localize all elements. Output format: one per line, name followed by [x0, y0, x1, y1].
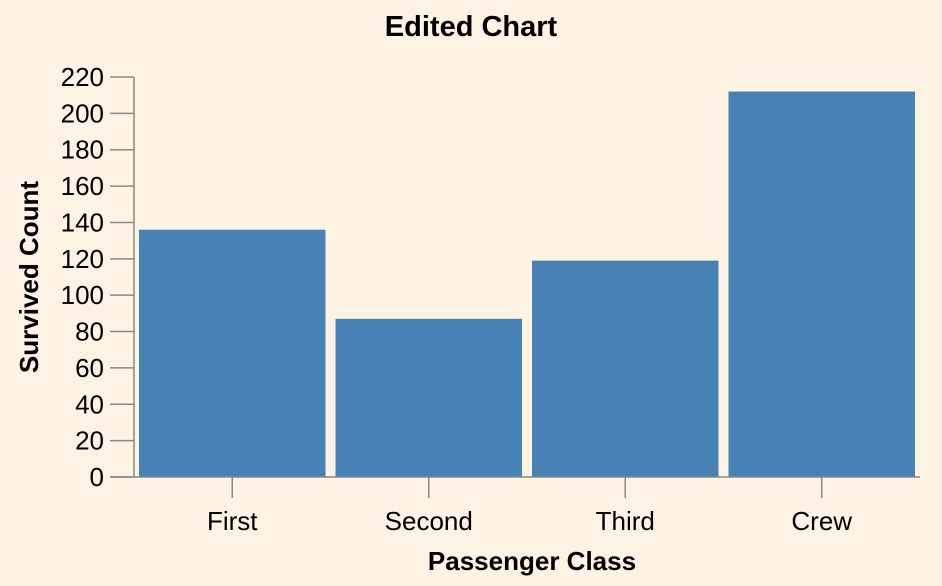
y-axis-ticks: 0 20 40 60 80 100 120 140 160 180 200 220	[61, 62, 134, 492]
x-axis-title: Passenger Class	[428, 546, 636, 576]
y-tick-label: 40	[75, 389, 104, 419]
y-tick-label: 100	[61, 280, 104, 310]
bars-group	[139, 91, 915, 477]
bar-second	[335, 318, 522, 477]
x-tick-label: Third	[596, 506, 655, 536]
y-tick-label: 20	[75, 426, 104, 456]
y-tick-label: 120	[61, 244, 104, 274]
x-tick-label: Crew	[791, 506, 852, 536]
plot-area: 0 20 40 60 80 100 120 140 160 180 200 220 First Seco…	[61, 62, 920, 536]
y-tick-label: 140	[61, 207, 104, 237]
bar-first	[139, 229, 326, 477]
x-tick-label: First	[207, 506, 258, 536]
x-axis-ticks: First Second Third Crew	[207, 477, 852, 536]
y-tick-label: 80	[75, 317, 104, 347]
y-tick-label: 0	[90, 462, 104, 492]
bar-crew	[728, 91, 915, 477]
y-tick-label: 180	[61, 135, 104, 165]
bar-third	[532, 260, 719, 477]
y-tick-label: 200	[61, 98, 104, 128]
y-tick-label: 220	[61, 62, 104, 92]
x-tick-label: Second	[385, 506, 473, 536]
y-tick-label: 160	[61, 171, 104, 201]
y-axis-title: Survived Count	[14, 181, 44, 373]
y-tick-label: 60	[75, 353, 104, 383]
chart-title: Edited Chart	[385, 11, 558, 43]
